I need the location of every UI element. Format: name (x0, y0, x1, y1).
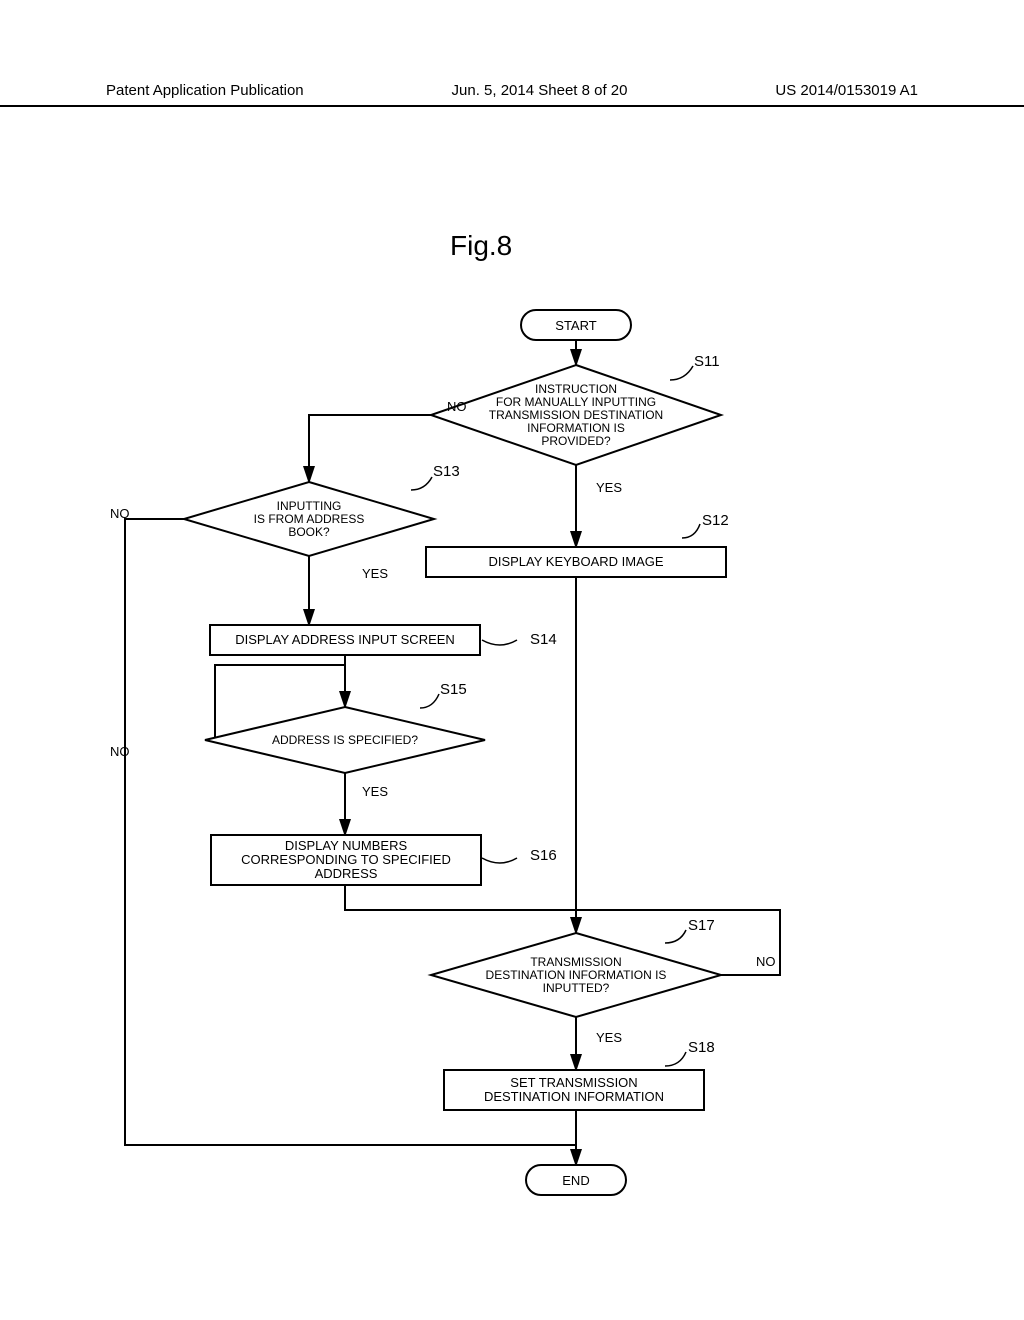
process-text: DESTINATION INFORMATION (484, 1089, 664, 1104)
leader-curve (411, 477, 432, 490)
edge-label: YES (596, 1030, 622, 1045)
terminal-label: START (555, 318, 596, 333)
leader-curve (665, 1052, 686, 1066)
edge-label: YES (596, 480, 622, 495)
step-label: S16 (530, 847, 557, 864)
step-label: S13 (433, 463, 460, 480)
step-label: S17 (688, 917, 715, 934)
process-text: SET TRANSMISSION (510, 1075, 637, 1090)
process-text: DISPLAY NUMBERS (285, 838, 408, 853)
process-text: ADDRESS (315, 866, 378, 881)
edge-label: YES (362, 566, 388, 581)
flowchart-diagram: START END DISPLAY KEYBOARD IMAGE DISPLAY AD… (0, 0, 1024, 1320)
step-label: S18 (688, 1039, 715, 1056)
step-label: S15 (440, 681, 467, 698)
leader-curve (482, 858, 517, 863)
edge-label: NO (110, 506, 130, 521)
decision-text: BOOK? (288, 525, 330, 539)
edge-label: NO (110, 744, 130, 759)
edge-label: NO (447, 399, 467, 414)
step-label: S11 (694, 353, 720, 370)
step-label: S14 (530, 631, 557, 648)
decision-text: ADDRESS IS SPECIFIED? (272, 733, 418, 747)
edge-label: YES (362, 784, 388, 799)
leader-curve (665, 930, 686, 943)
leader-curve (482, 640, 517, 645)
decision-text: INPUTTED? (543, 981, 610, 995)
flow-arrow (345, 885, 576, 910)
edge-label: NO (756, 954, 776, 969)
process-text: CORRESPONDING TO SPECIFIED (241, 852, 451, 867)
decision-text: INSTRUCTION (535, 382, 617, 396)
decision-text: IS FROM ADDRESS (254, 512, 365, 526)
flow-arrow (125, 519, 576, 1145)
decision-text: FOR MANUALLY INPUTTING (496, 395, 656, 409)
process-text: DISPLAY KEYBOARD IMAGE (488, 554, 663, 569)
flow-arrow (309, 415, 431, 482)
decision-text: DESTINATION INFORMATION IS (486, 968, 667, 982)
leader-curve (670, 366, 693, 380)
decision-text: TRANSMISSION DESTINATION (489, 408, 663, 422)
process-text: DISPLAY ADDRESS INPUT SCREEN (235, 632, 455, 647)
decision-text: TRANSMISSION (530, 955, 621, 969)
terminal-label: END (562, 1173, 589, 1188)
decision-text: PROVIDED? (541, 434, 611, 448)
decision-text: INPUTTING (277, 499, 342, 513)
decision-text: INFORMATION IS (527, 421, 625, 435)
step-label: S12 (702, 512, 729, 529)
leader-curve (420, 694, 439, 708)
leader-curve (682, 524, 700, 538)
